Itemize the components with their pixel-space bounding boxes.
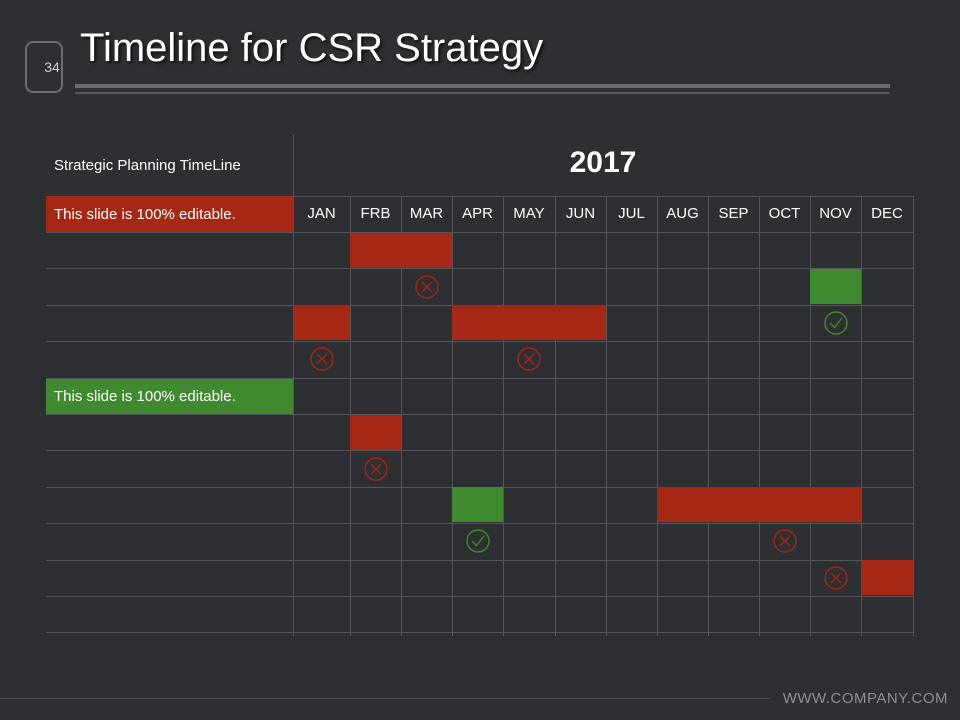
grid-vline: [861, 196, 862, 636]
cross-circle-icon: [414, 274, 439, 299]
month-header-dec: DEC: [871, 205, 903, 222]
grid-hline: [46, 450, 913, 451]
grid-hline: [46, 596, 913, 597]
month-header-apr: APR: [462, 205, 493, 222]
title-underline: [75, 84, 890, 88]
grid-vline: [810, 196, 811, 636]
slide-number: 34: [44, 59, 60, 75]
grid-hline: [46, 341, 913, 342]
grid-hline: [46, 232, 913, 233]
section-label-2: This slide is 100% editable.: [46, 377, 293, 415]
check-circle-icon: [465, 529, 490, 554]
month-header-jan: JAN: [307, 205, 336, 222]
grid-vline: [913, 196, 914, 636]
timeline-bar: [293, 305, 350, 341]
cross-circle-icon: [772, 529, 797, 554]
timeline-bar: [452, 487, 503, 523]
grid-vline: [657, 196, 658, 636]
month-header-frb: FRB: [360, 205, 391, 222]
month-header-sep: SEP: [718, 205, 749, 222]
grid-hline: [46, 523, 913, 524]
month-header-mar: MAR: [409, 205, 444, 222]
grid-hline: [293, 196, 913, 197]
month-header-aug: AUG: [666, 205, 699, 222]
grid-hline: [46, 560, 913, 561]
grid-vline: [708, 196, 709, 636]
month-header-jun: JUN: [565, 205, 596, 222]
cross-circle-icon: [823, 566, 848, 590]
grid-vline: [293, 135, 294, 636]
month-header-nov: NOV: [819, 205, 852, 222]
footer-divider: [0, 698, 770, 699]
timeline-bar: [452, 305, 606, 341]
grid-hline: [46, 632, 913, 633]
timeline-bar: [350, 232, 452, 268]
grid-vline: [452, 196, 453, 636]
grid-hline: [46, 268, 913, 269]
slide-title: Timeline for CSR Strategy: [80, 26, 544, 70]
year-header: 2017: [569, 146, 637, 179]
grid-vline: [555, 196, 556, 636]
timeline-bar: [657, 487, 861, 523]
timeline-bar: [810, 268, 861, 304]
timeline-bar: [861, 560, 913, 596]
month-header-jul: JUL: [618, 205, 645, 222]
cross-circle-icon: [517, 347, 541, 372]
title-underline-thin: [75, 92, 890, 94]
footer-url: WWW.COMPANY.COM: [782, 690, 948, 707]
grid-vline: [401, 196, 402, 636]
slide-number-box: [25, 41, 63, 93]
grid-vline: [503, 196, 504, 636]
check-circle-icon: [823, 311, 848, 335]
grid-hline: [46, 378, 913, 379]
timeline-bar: [350, 414, 401, 450]
section-label-1: This slide is 100% editable.: [46, 196, 293, 233]
grid-hline: [46, 414, 913, 415]
cross-circle-icon: [309, 347, 334, 372]
cross-circle-icon: [363, 456, 388, 481]
month-header-oct: OCT: [768, 205, 801, 222]
planning-timeline-label: Strategic Planning TimeLine: [54, 157, 241, 174]
grid-vline: [606, 196, 607, 636]
grid-vline: [759, 196, 760, 636]
month-header-may: MAY: [513, 205, 545, 222]
